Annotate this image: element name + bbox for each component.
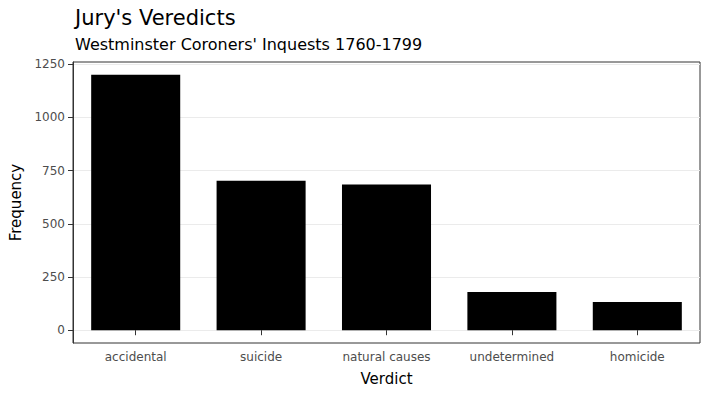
svg-text:500: 500 — [42, 217, 65, 231]
svg-text:natural causes: natural causes — [342, 350, 430, 364]
svg-text:suicide: suicide — [240, 350, 282, 364]
svg-text:undetermined: undetermined — [470, 350, 555, 364]
svg-text:0: 0 — [57, 323, 65, 337]
svg-text:accidental: accidental — [105, 350, 167, 364]
svg-text:1250: 1250 — [34, 57, 65, 71]
svg-text:Frequency: Frequency — [7, 164, 25, 242]
svg-text:homicide: homicide — [610, 350, 665, 364]
svg-text:Jury's Veredicts: Jury's Veredicts — [73, 6, 236, 30]
svg-text:750: 750 — [42, 164, 65, 178]
svg-text:250: 250 — [42, 270, 65, 284]
svg-text:Westminster Coroners' Inquests: Westminster Coroners' Inquests 1760-1799 — [75, 35, 422, 54]
svg-text:1000: 1000 — [34, 110, 65, 124]
svg-text:Verdict: Verdict — [360, 370, 412, 388]
